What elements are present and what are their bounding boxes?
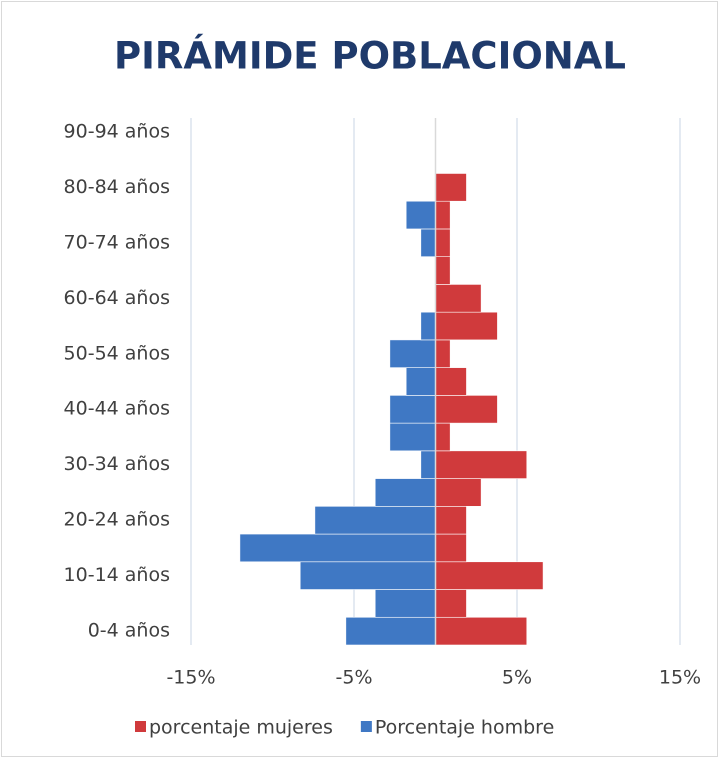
bar [345, 616, 436, 646]
legend-swatch [135, 721, 146, 732]
bar [420, 450, 436, 479]
bar [435, 589, 467, 618]
bar [435, 395, 498, 424]
y-tick-label: 80-84 años [64, 176, 170, 198]
bar [435, 228, 451, 257]
bar [435, 339, 451, 368]
bar [299, 561, 436, 590]
bar [435, 450, 528, 479]
bar [435, 561, 544, 590]
y-tick-label: 30-34 años [64, 453, 170, 475]
bar [374, 478, 436, 507]
bar [389, 422, 436, 452]
chart-title: PIRÁMIDE POBLACIONAL [114, 34, 626, 78]
legend-label: porcentaje mujeres [149, 717, 333, 739]
bar [374, 589, 436, 618]
bar [435, 422, 451, 452]
bar [435, 506, 467, 535]
bar [389, 395, 436, 424]
bar [314, 506, 436, 535]
y-tick-label: 50-54 años [64, 342, 170, 364]
bar [435, 173, 467, 202]
y-tick-label: 70-74 años [64, 231, 170, 253]
bar [420, 228, 436, 257]
bar [405, 367, 436, 396]
bar [420, 311, 436, 341]
bar [435, 256, 451, 285]
bar [239, 533, 436, 563]
x-tick-label: -15% [166, 667, 215, 689]
legend-label: Porcentaje hombre [375, 717, 554, 739]
bar [435, 533, 467, 563]
legend-swatch [360, 721, 372, 732]
y-tick-label: 10-14 años [64, 564, 170, 586]
y-tick-label: 0-4 años [88, 620, 170, 642]
x-tick-label: 5% [502, 667, 532, 689]
bar [389, 339, 436, 368]
y-tick-label: 20-24 años [64, 509, 170, 531]
bar [435, 311, 498, 341]
bar [435, 616, 528, 646]
x-tick-label: -5% [336, 667, 373, 689]
bar [435, 367, 467, 396]
y-tick-label: 90-94 años [64, 120, 170, 142]
bar [435, 284, 482, 313]
y-tick-label: 40-44 años [64, 398, 170, 420]
bar [435, 478, 482, 507]
bar [405, 200, 436, 230]
bar [435, 200, 451, 230]
y-tick-label: 60-64 años [64, 287, 170, 309]
x-tick-label: 15% [659, 667, 701, 689]
